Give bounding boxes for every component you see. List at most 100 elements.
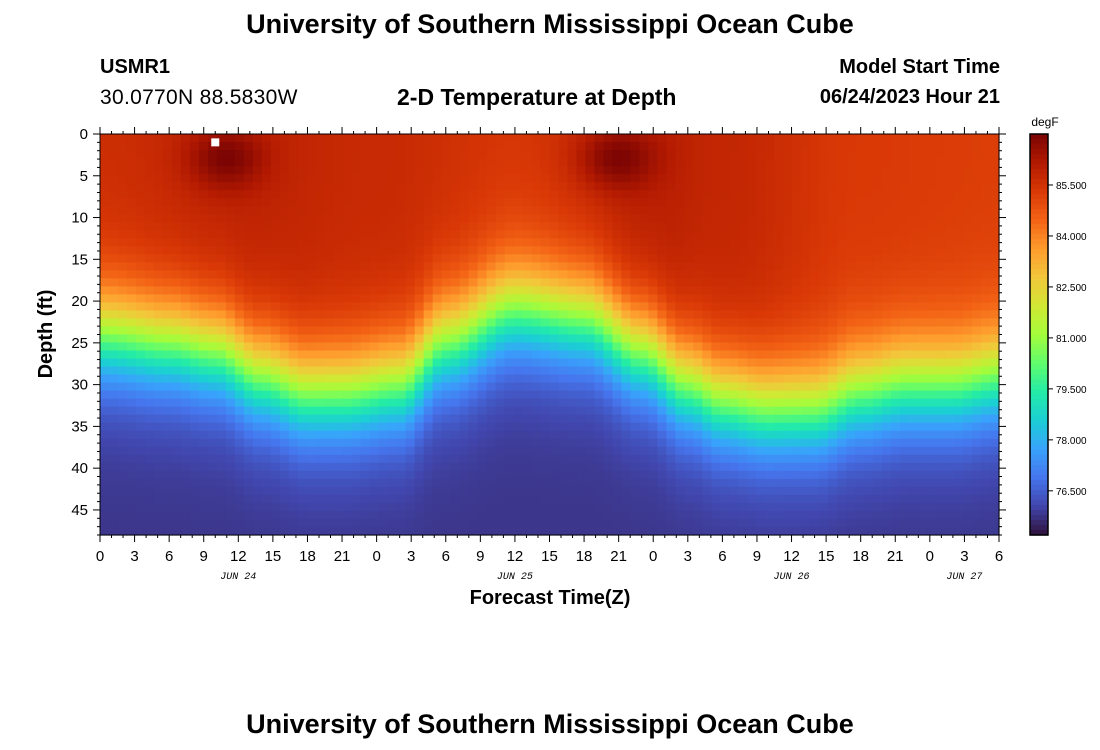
heatmap-cell — [378, 254, 389, 263]
heatmap-cell — [324, 398, 335, 408]
heatmap-cell — [972, 150, 982, 159]
heatmap-cell — [351, 454, 362, 464]
heatmap-cell — [252, 526, 263, 536]
heatmap-cell — [513, 230, 524, 239]
heatmap-cell — [387, 310, 398, 320]
heatmap-cell — [126, 358, 137, 368]
heatmap-cell — [855, 478, 865, 488]
heatmap-cell — [792, 502, 802, 512]
heatmap-cell — [378, 302, 389, 312]
heatmap-cell — [288, 334, 299, 344]
heatmap-cell — [387, 518, 398, 528]
heatmap-cell — [837, 334, 847, 344]
heatmap-cell — [207, 518, 218, 528]
heatmap-cell — [360, 294, 371, 304]
heatmap-cell — [486, 390, 497, 400]
heatmap-cell — [855, 326, 865, 336]
heatmap-cell — [540, 190, 551, 199]
heatmap-cell — [981, 318, 991, 328]
heatmap-cell — [144, 150, 155, 159]
heatmap-cell — [450, 238, 461, 247]
heatmap-cell — [531, 462, 542, 472]
heatmap-cell — [918, 158, 928, 167]
heatmap-cell — [675, 518, 685, 528]
heatmap-cell — [171, 382, 182, 392]
heatmap-cell — [954, 406, 964, 416]
heatmap-cell — [180, 214, 191, 223]
heatmap-cell — [270, 526, 281, 536]
heatmap-cell — [441, 230, 452, 239]
heatmap-cell — [100, 246, 110, 255]
heatmap-cell — [225, 150, 236, 159]
heatmap-cell — [270, 190, 281, 199]
heatmap-cell — [126, 182, 137, 191]
heatmap-cell — [360, 174, 371, 183]
heatmap-cell — [990, 166, 1000, 175]
heatmap-cell — [216, 182, 227, 191]
heatmap-cell — [504, 238, 515, 247]
heatmap-cell — [360, 342, 371, 352]
heatmap-cell — [243, 422, 254, 432]
heatmap-cell — [423, 310, 434, 320]
heatmap-cell — [810, 502, 820, 512]
heatmap-cell — [576, 158, 587, 167]
heatmap-cell — [720, 214, 730, 223]
heatmap-cell — [234, 294, 245, 304]
heatmap-cell — [189, 358, 200, 368]
heatmap-cell — [585, 518, 596, 528]
heatmap-cell — [612, 502, 623, 512]
heatmap-cell — [450, 150, 461, 159]
heatmap-cell — [261, 502, 272, 512]
heatmap-cell — [711, 182, 721, 191]
heatmap-cell — [828, 446, 838, 456]
heatmap-cell — [792, 310, 802, 320]
heatmap-cell — [945, 470, 955, 480]
heatmap-cell — [774, 318, 784, 328]
heatmap-cell — [981, 382, 991, 392]
heatmap-cell — [171, 470, 182, 480]
heatmap-cell — [810, 310, 820, 320]
heatmap-cell — [909, 454, 919, 464]
heatmap-cell — [567, 486, 578, 496]
heatmap-cell — [180, 206, 191, 215]
heatmap-cell — [495, 414, 506, 424]
heatmap-cell — [873, 374, 883, 384]
heatmap-cell — [153, 238, 164, 247]
heatmap-cell — [396, 454, 407, 464]
heatmap-cell — [189, 366, 200, 376]
heatmap-cell — [864, 510, 874, 520]
heatmap-cell — [153, 166, 164, 175]
heatmap-cell — [945, 302, 955, 312]
heatmap-cell — [711, 310, 721, 320]
heatmap-cell — [882, 278, 892, 287]
heatmap-cell — [333, 430, 344, 440]
heatmap-cell — [810, 422, 820, 432]
heatmap-cell — [486, 134, 497, 143]
heatmap-cell — [774, 326, 784, 336]
heatmap-cell — [486, 222, 497, 231]
heatmap-cell — [504, 454, 515, 464]
heatmap-cell — [522, 342, 533, 352]
heatmap-cell — [144, 518, 155, 528]
heatmap-cell — [468, 414, 479, 424]
heatmap-cell — [396, 262, 407, 271]
heatmap-cell — [459, 390, 470, 400]
heatmap-cell — [270, 462, 281, 472]
heatmap-cell — [585, 190, 596, 199]
heatmap-cell — [666, 262, 676, 271]
heatmap-cell — [900, 398, 910, 408]
heatmap-cell — [288, 390, 299, 400]
heatmap-cell — [720, 310, 730, 320]
heatmap-cell — [504, 214, 515, 223]
heatmap-cell — [288, 422, 299, 432]
heatmap-cell — [369, 142, 380, 151]
heatmap-cell — [990, 486, 1000, 496]
heatmap-cell — [576, 350, 587, 360]
heatmap-cell — [432, 222, 443, 231]
heatmap-cell — [405, 526, 416, 536]
heatmap-cell — [180, 150, 191, 159]
heatmap-cell — [666, 502, 676, 512]
heatmap-cell — [360, 462, 371, 472]
heatmap-cell — [702, 438, 712, 448]
heatmap-cell — [567, 206, 578, 215]
